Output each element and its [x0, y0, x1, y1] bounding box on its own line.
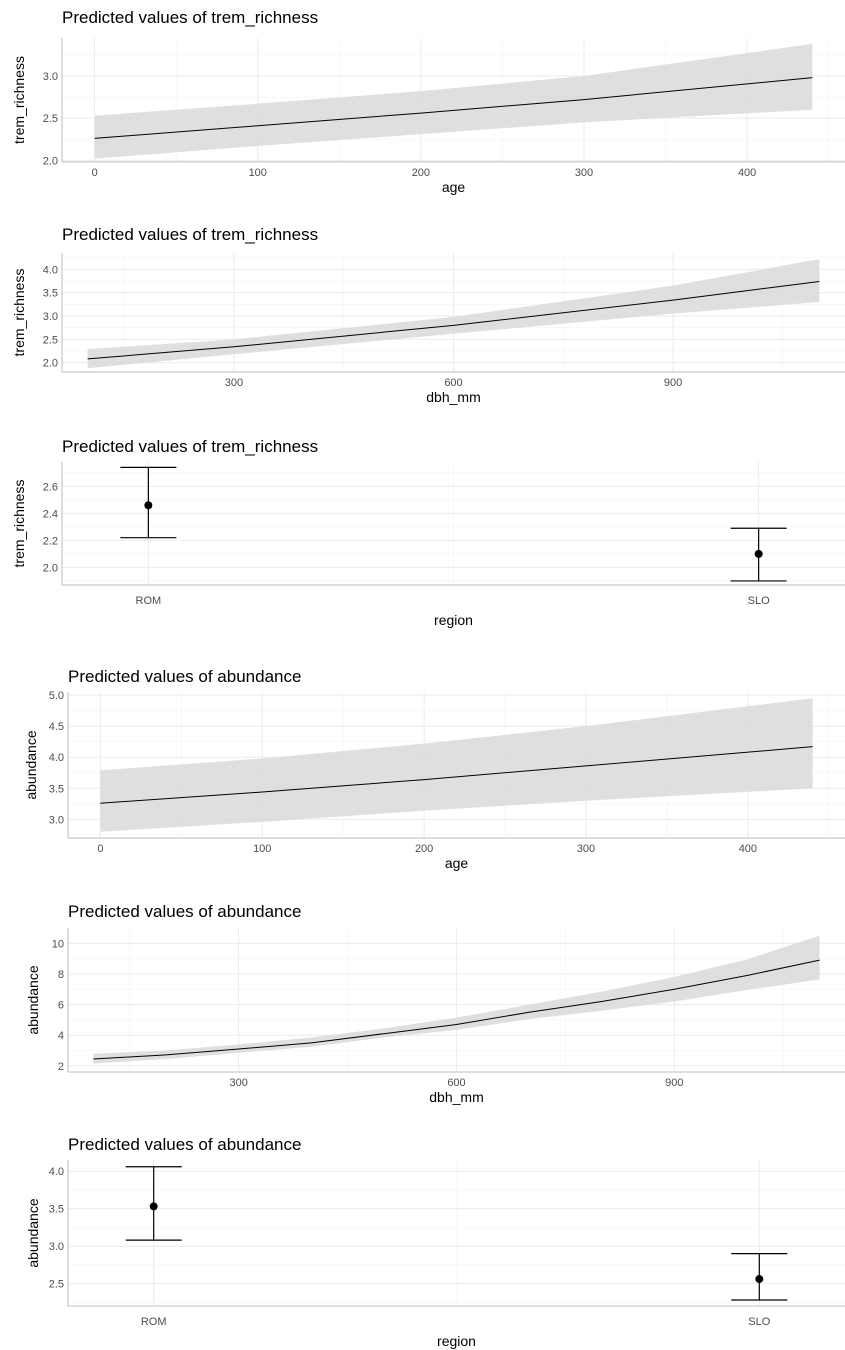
y-tick-label: 2.0 [43, 358, 58, 370]
confidence-band [87, 259, 820, 369]
predicted-line [87, 280, 820, 360]
y-tick-label: 2.2 [43, 535, 58, 547]
chart-title: Predicted values of abundance [68, 902, 301, 921]
y-axis-title: trem_richness [11, 480, 27, 568]
y-axis-title: trem_richness [11, 56, 27, 144]
confidence-band [100, 698, 813, 832]
x-tick-label: 200 [415, 843, 433, 855]
y-tick-label: 3.0 [43, 71, 58, 83]
y-tick-label: 2.0 [43, 155, 58, 167]
x-axis-title: region [434, 612, 473, 628]
x-axis-title: age [442, 179, 466, 195]
chart-title: Predicted values of abundance [68, 667, 301, 686]
chart-panel-3: 2.0 2.2 2.4 2.6 ROM SLO Predicted values of tr… [11, 437, 845, 628]
x-tick-label-ROM: ROM [141, 1316, 167, 1328]
confidence-band [93, 935, 820, 1064]
x-tick-label: 100 [253, 843, 271, 855]
y-tick-label: 3.5 [43, 288, 58, 300]
x-tick-label: 400 [739, 843, 757, 855]
point-ROM [149, 1202, 158, 1211]
x-tick-label: 400 [738, 167, 756, 179]
chart-panel-2: 2.0 2.5 3.0 3.5 4.0 300 600 900 Predicted values… [11, 225, 845, 405]
x-tick-label: 300 [225, 377, 243, 389]
y-tick-label: 6 [58, 1000, 64, 1012]
x-axis-title: age [445, 855, 469, 871]
x-tick-label: 600 [444, 377, 462, 389]
x-tick-label-SLO: SLO [748, 1316, 770, 1328]
y-tick-label: 2 [58, 1061, 64, 1073]
predicted-line [93, 959, 820, 1060]
y-tick-label: 2.0 [43, 562, 58, 574]
x-tick-label: 0 [92, 167, 98, 179]
y-tick-label: 3.5 [49, 1204, 64, 1216]
x-tick-label: 100 [249, 167, 267, 179]
y-tick-label: 5.0 [49, 690, 64, 702]
x-tick-label: 300 [575, 167, 593, 179]
point-ROM [144, 501, 153, 510]
y-axis-title: abundance [23, 730, 39, 800]
y-tick-label: 4.0 [49, 752, 64, 764]
chart-panel-6: 2.5 3.0 3.5 4.0 ROM SLO Predicted values of ab… [25, 1135, 845, 1349]
y-tick-label: 4.0 [43, 264, 58, 276]
y-axis-title: trem_richness [11, 269, 27, 357]
x-tick-label: 0 [97, 843, 103, 855]
y-tick-label: 4.5 [49, 721, 64, 733]
x-axis-title: region [437, 1333, 476, 1349]
y-tick-label: 2.5 [43, 113, 58, 125]
chart-title: Predicted values of abundance [68, 1135, 301, 1154]
y-tick-label: 2.4 [43, 508, 58, 520]
chart-title: Predicted values of trem_richness [62, 8, 318, 27]
predicted-line [94, 77, 813, 139]
x-tick-label: 200 [412, 167, 430, 179]
chart-title: Predicted values of trem_richness [62, 437, 318, 456]
x-tick-label-SLO: SLO [748, 595, 770, 607]
y-tick-label: 3.0 [43, 311, 58, 323]
y-tick-label: 2.6 [43, 481, 58, 493]
predicted-line [100, 746, 813, 804]
x-tick-label: 900 [665, 1077, 683, 1089]
chart-title: Predicted values of trem_richness [62, 225, 318, 244]
x-axis-title: dbh_mm [426, 389, 480, 405]
y-axis-title: abundance [25, 1198, 41, 1268]
y-tick-label: 4 [58, 1030, 64, 1042]
y-tick-label: 3.0 [49, 1241, 64, 1253]
y-tick-label: 4.0 [49, 1166, 64, 1178]
y-tick-label: 10 [52, 938, 64, 950]
chart-panel-5: 2 4 6 8 10 300 600 900 Predicted values of abund… [25, 902, 845, 1105]
x-axis-title: dbh_mm [429, 1089, 483, 1105]
y-tick-label: 2.5 [49, 1279, 64, 1291]
x-tick-label: 300 [229, 1077, 247, 1089]
x-tick-label-ROM: ROM [136, 595, 162, 607]
y-tick-label: 8 [58, 969, 64, 981]
y-tick-label: 3.0 [49, 814, 64, 826]
chart-panel-1: 2.0 2.5 3.0 0 100 200 300 400 Predicted values o… [11, 8, 845, 195]
x-tick-label: 600 [447, 1077, 465, 1089]
point-SLO [755, 1275, 764, 1284]
y-tick-label: 3.5 [49, 783, 64, 795]
x-tick-label: 300 [577, 843, 595, 855]
y-tick-label: 2.5 [43, 334, 58, 346]
point-SLO [754, 549, 763, 558]
confidence-band [94, 43, 813, 159]
chart-panel-4: 3.0 3.5 4.0 4.5 5.0 0 100 200 300 400 Predicted va… [23, 667, 845, 871]
x-tick-label: 900 [664, 377, 682, 389]
y-axis-title: abundance [25, 965, 41, 1035]
